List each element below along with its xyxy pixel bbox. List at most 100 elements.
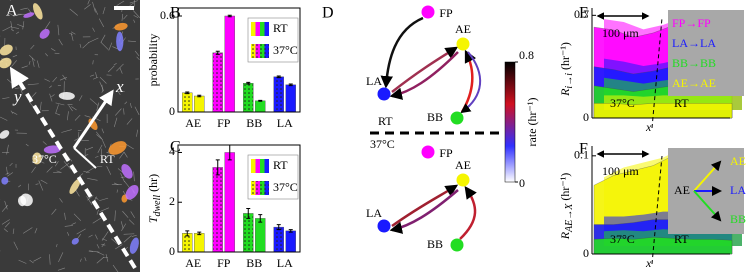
texture-fiber bbox=[105, 254, 109, 262]
y-axis-label-sub: i→i bbox=[564, 73, 575, 89]
texture-fiber bbox=[85, 146, 94, 151]
y-tick-label: 0.1 bbox=[574, 148, 589, 162]
legend-swatch bbox=[264, 44, 269, 58]
texture-fiber bbox=[44, 78, 50, 82]
texture-fiber bbox=[115, 244, 123, 250]
y-tick-label: 0 bbox=[583, 110, 589, 124]
texture-fiber bbox=[116, 189, 119, 193]
condition-label: RT bbox=[378, 114, 393, 128]
legend-label: LA bbox=[730, 183, 746, 197]
legend-swatch bbox=[251, 44, 256, 58]
node-label: AE bbox=[455, 22, 471, 36]
error-bar bbox=[246, 81, 251, 85]
texture-fiber bbox=[114, 210, 116, 222]
panel-label: F bbox=[579, 141, 588, 158]
texture-fiber bbox=[46, 166, 53, 173]
axis-label: x bbox=[115, 77, 124, 96]
error-bar bbox=[246, 207, 251, 219]
texture-fiber bbox=[124, 101, 128, 105]
texture-fiber bbox=[84, 4, 91, 10]
legend-swatch bbox=[264, 159, 269, 173]
y-axis-label: Ri→i (hr⁻¹) bbox=[558, 42, 576, 97]
texture-fiber bbox=[63, 161, 71, 170]
plot-frame bbox=[177, 7, 301, 113]
texture-fiber bbox=[96, 251, 105, 256]
error-bar bbox=[185, 230, 190, 237]
legend-swatch bbox=[260, 159, 265, 173]
texture-fiber bbox=[33, 257, 42, 262]
legend-label: BB bbox=[730, 212, 746, 226]
y-axis-label-main: T bbox=[146, 215, 160, 223]
x-axis-label: x bbox=[645, 256, 652, 270]
bar bbox=[194, 233, 205, 253]
transition-arrow bbox=[391, 46, 459, 93]
texture-fiber bbox=[99, 197, 109, 202]
x-axis-arrow bbox=[72, 89, 114, 149]
legend-label: FP→FP bbox=[672, 16, 711, 30]
texture-fiber bbox=[120, 221, 124, 229]
texture-fiber bbox=[71, 106, 77, 111]
texture-fiber bbox=[6, 166, 8, 175]
texture-fiber bbox=[88, 234, 93, 238]
texture-fiber bbox=[92, 1, 96, 13]
texture-fiber bbox=[55, 161, 59, 167]
texture-fiber bbox=[51, 94, 55, 98]
texture-fiber bbox=[11, 26, 20, 29]
texture-fiber bbox=[122, 210, 129, 218]
transition-arrow bbox=[459, 185, 477, 240]
texture-fiber bbox=[100, 34, 106, 43]
texture-fiber bbox=[108, 42, 113, 51]
colorbar-label: rate (hr⁻¹) bbox=[525, 98, 539, 147]
legend-arrow bbox=[693, 190, 722, 222]
cell bbox=[125, 184, 139, 200]
texture-fiber bbox=[121, 223, 127, 231]
texture-fiber bbox=[99, 76, 107, 84]
texture-fiber bbox=[16, 31, 20, 34]
micrograph bbox=[0, 0, 141, 272]
texture-fiber bbox=[84, 115, 91, 118]
texture-fiber bbox=[87, 178, 98, 181]
legend-swatch bbox=[255, 181, 260, 195]
texture-fiber bbox=[20, 7, 28, 10]
texture-fiber bbox=[114, 108, 122, 116]
cell bbox=[20, 193, 33, 207]
y-tick-label: 4 bbox=[169, 144, 175, 158]
texture-fiber bbox=[92, 27, 95, 32]
cell bbox=[114, 22, 128, 31]
texture-fiber bbox=[82, 41, 90, 49]
texture-fiber bbox=[136, 129, 138, 137]
panel-label: E bbox=[579, 5, 589, 22]
texture-fiber bbox=[39, 101, 42, 111]
x-tick-label: AE bbox=[185, 116, 201, 130]
transition-arrow bbox=[389, 51, 459, 100]
texture-fiber bbox=[10, 110, 14, 114]
state-node bbox=[450, 238, 464, 252]
condition-label: 37°C bbox=[32, 152, 57, 166]
texture-fiber bbox=[96, 244, 100, 249]
texture-fiber bbox=[97, 144, 103, 153]
transition-arrow bbox=[391, 184, 459, 228]
texture-fiber bbox=[98, 18, 104, 28]
bar bbox=[212, 167, 223, 253]
texture-fiber bbox=[59, 77, 67, 81]
bar bbox=[182, 92, 193, 113]
legend-swatch bbox=[260, 22, 265, 36]
texture-fiber bbox=[62, 74, 67, 81]
texture-fiber bbox=[2, 97, 10, 100]
cell bbox=[121, 163, 133, 179]
texture-fiber bbox=[96, 256, 105, 264]
texture-fiber bbox=[133, 171, 135, 182]
texture-fiber bbox=[7, 11, 15, 17]
bar bbox=[273, 226, 284, 253]
texture-fiber bbox=[67, 155, 73, 162]
error-bar bbox=[276, 75, 281, 79]
state-node bbox=[421, 5, 435, 19]
texture-fiber bbox=[27, 83, 39, 86]
legend-swatch bbox=[260, 181, 265, 195]
y-tick-label: 2 bbox=[169, 194, 175, 208]
node-label: BB bbox=[427, 237, 443, 251]
texture-fiber bbox=[64, 225, 73, 227]
texture-fiber bbox=[133, 0, 136, 7]
texture-fiber bbox=[116, 90, 121, 95]
